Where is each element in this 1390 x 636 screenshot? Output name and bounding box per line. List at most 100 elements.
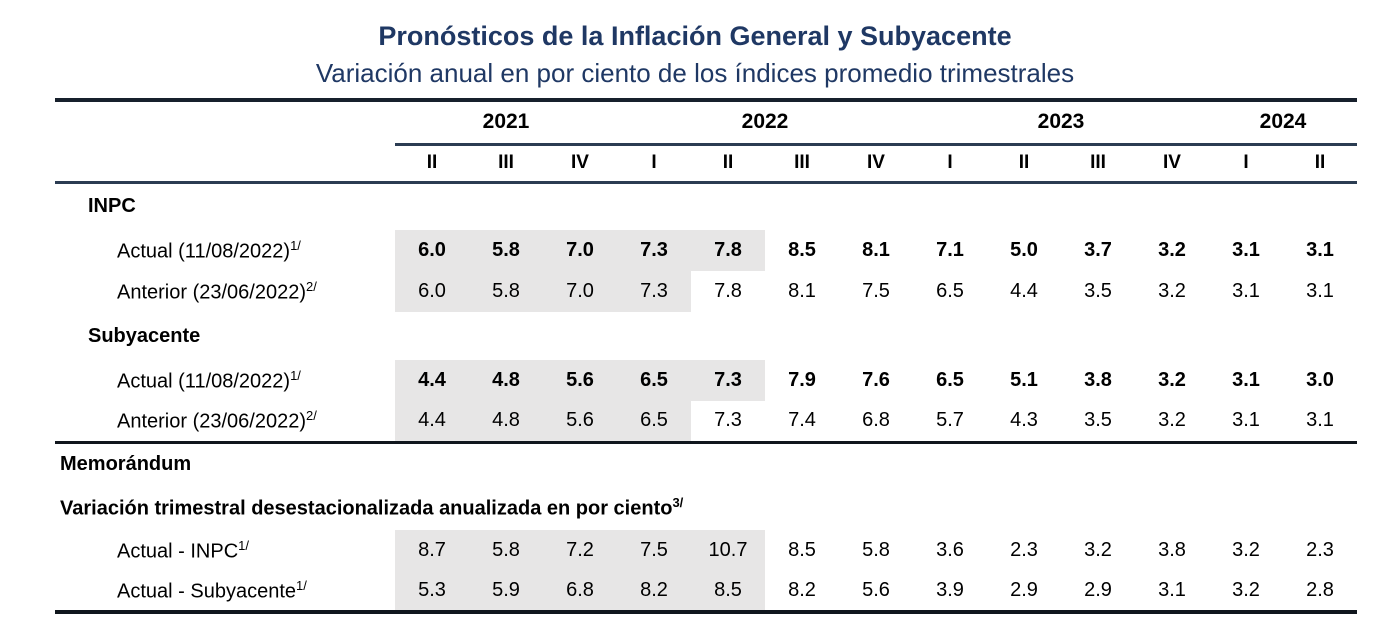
value-cell: 3.5 bbox=[1084, 280, 1112, 302]
section-label: INPC bbox=[88, 195, 136, 218]
value-cell: 3.1 bbox=[1306, 280, 1334, 302]
value-cell: 2.9 bbox=[987, 571, 1061, 614]
value-cell: 4.4 bbox=[395, 360, 469, 401]
value-cell: 6.5 bbox=[617, 401, 691, 442]
value-cell: 8.7 bbox=[395, 530, 469, 571]
table-row: Anterior (23/06/2022)2/4.4 4.8 5.6 6.5 7.3 7.… bbox=[55, 401, 1357, 442]
value-cell: 7.4 bbox=[788, 409, 816, 432]
value-cell: 7.3 bbox=[617, 230, 691, 271]
value-cell: 5.0 bbox=[1010, 239, 1038, 261]
footnote-superscript: 2/ bbox=[306, 407, 317, 423]
value-cell: 3.1 bbox=[1232, 280, 1260, 302]
value-cell: 3.1 bbox=[1232, 369, 1260, 391]
value-cell: 7.3 bbox=[691, 360, 765, 401]
value-cell: 3.1 bbox=[1306, 239, 1334, 261]
page-subtitle: Variación anual en por ciento de los índ… bbox=[315, 58, 1075, 88]
footnote-superscript: 1/ bbox=[290, 237, 301, 253]
footnote-superscript: 1/ bbox=[238, 537, 249, 553]
value-cell: 5.9 bbox=[469, 571, 543, 614]
table-body: INPC Actual (11/08/2022)1/6.0 5.8 7.0 7.3 7.8… bbox=[55, 182, 1357, 614]
value-cell: 7.2 bbox=[543, 530, 617, 571]
value-cell: 7.9 bbox=[788, 369, 816, 391]
value-cell: 8.2 bbox=[765, 571, 839, 614]
quarter-header: I bbox=[617, 144, 691, 184]
header-stub-cell bbox=[55, 144, 395, 184]
quarter-header-row: II III IV I II III IV I II III IV I II bbox=[55, 144, 1357, 184]
value-cell: 2.8 bbox=[1283, 571, 1357, 614]
value-cell: 7.1 bbox=[936, 239, 964, 261]
value-cell: 7.3 bbox=[714, 409, 742, 432]
quarter-header: II bbox=[987, 144, 1061, 184]
quarter-header: III bbox=[1061, 144, 1135, 184]
value-cell: 4.4 bbox=[1010, 280, 1038, 302]
row-label: Anterior (23/06/2022)2/ bbox=[117, 407, 317, 433]
year-header: 2024 bbox=[1209, 98, 1357, 146]
memo-section-row: Variación trimestral desestacionalizada … bbox=[55, 486, 1357, 530]
value-cell: 8.2 bbox=[617, 571, 691, 614]
year-header: 2022 bbox=[617, 98, 913, 146]
value-cell: 3.2 bbox=[1232, 539, 1260, 561]
value-cell: 7.0 bbox=[543, 271, 617, 312]
year-header: 2023 bbox=[913, 98, 1209, 146]
value-cell: 3.8 bbox=[1084, 369, 1112, 391]
value-cell: 4.3 bbox=[1010, 409, 1038, 432]
value-cell: 3.2 bbox=[1209, 571, 1283, 614]
value-cell: 3.6 bbox=[936, 539, 964, 561]
value-cell: 3.1 bbox=[1232, 409, 1260, 432]
memo-section-row: Memorándum bbox=[55, 440, 1357, 486]
value-cell: 7.5 bbox=[862, 280, 890, 302]
value-cell: 8.5 bbox=[691, 571, 765, 614]
value-cell: 5.8 bbox=[469, 230, 543, 271]
section-row: INPC bbox=[55, 182, 1357, 230]
value-cell: 7.3 bbox=[617, 271, 691, 312]
year-header: 2021 bbox=[395, 98, 617, 146]
value-cell: 8.1 bbox=[862, 239, 890, 261]
year-header-row: 2021 2022 2023 2024 bbox=[55, 98, 1357, 146]
row-label: Actual (11/08/2022)1/ bbox=[117, 367, 301, 393]
section-label: Subyacente bbox=[88, 324, 201, 347]
value-cell: 6.5 bbox=[936, 280, 964, 302]
table-row: Actual (11/08/2022)1/4.4 4.8 5.6 6.5 7.3 7.9 7… bbox=[55, 360, 1357, 401]
table-row: Actual - INPC1/8.7 5.8 7.2 7.5 10.7 8.5 5.8 3.6… bbox=[55, 530, 1357, 571]
value-cell: 3.1 bbox=[1135, 571, 1209, 614]
value-cell: 2.3 bbox=[1010, 539, 1038, 561]
value-cell: 5.6 bbox=[543, 360, 617, 401]
value-cell: 5.6 bbox=[543, 401, 617, 442]
quarter-header: II bbox=[691, 144, 765, 184]
value-cell: 4.8 bbox=[469, 401, 543, 442]
value-cell: 5.8 bbox=[469, 271, 543, 312]
value-cell: 3.2 bbox=[1158, 280, 1186, 302]
row-label: Actual (11/08/2022)1/ bbox=[117, 237, 301, 263]
footnote-superscript: 2/ bbox=[306, 278, 317, 294]
value-cell: 5.3 bbox=[395, 571, 469, 614]
value-cell: 6.8 bbox=[862, 409, 890, 432]
value-cell: 10.7 bbox=[691, 530, 765, 571]
value-cell: 3.1 bbox=[1232, 239, 1260, 261]
table-row: Actual - Subyacente1/5.3 5.9 6.8 8.2 8.5 8.2 5… bbox=[55, 571, 1357, 614]
page-title: Pronósticos de la Inflación General y Su… bbox=[378, 21, 1012, 51]
value-cell: 7.5 bbox=[617, 530, 691, 571]
value-cell: 8.5 bbox=[788, 239, 816, 261]
value-cell: 5.6 bbox=[839, 571, 913, 614]
value-cell: 7.0 bbox=[543, 230, 617, 271]
value-cell: 4.8 bbox=[469, 360, 543, 401]
row-label: Actual - Subyacente1/ bbox=[55, 571, 395, 614]
value-cell: 6.0 bbox=[395, 230, 469, 271]
value-cell: 4.4 bbox=[395, 401, 469, 442]
value-cell: 5.1 bbox=[1010, 369, 1038, 391]
row-label: Anterior (23/06/2022)2/ bbox=[117, 278, 317, 304]
value-cell: 3.0 bbox=[1306, 369, 1334, 391]
forecast-table: 2021 2022 2023 2024 II III IV I II III IV I II III IV I… bbox=[55, 98, 1357, 614]
value-cell: 3.2 bbox=[1158, 369, 1186, 391]
value-cell: 7.8 bbox=[714, 280, 742, 302]
quarter-header: IV bbox=[1135, 144, 1209, 184]
value-cell: 6.8 bbox=[543, 571, 617, 614]
quarter-header: II bbox=[395, 144, 469, 184]
quarter-header: II bbox=[1283, 144, 1357, 184]
header-stub-cell bbox=[55, 98, 395, 144]
quarter-header: I bbox=[913, 144, 987, 184]
value-cell: 3.5 bbox=[1084, 409, 1112, 432]
footnote-superscript: 3/ bbox=[672, 495, 684, 511]
value-cell: 3.8 bbox=[1158, 539, 1186, 561]
quarter-header: IV bbox=[839, 144, 913, 184]
